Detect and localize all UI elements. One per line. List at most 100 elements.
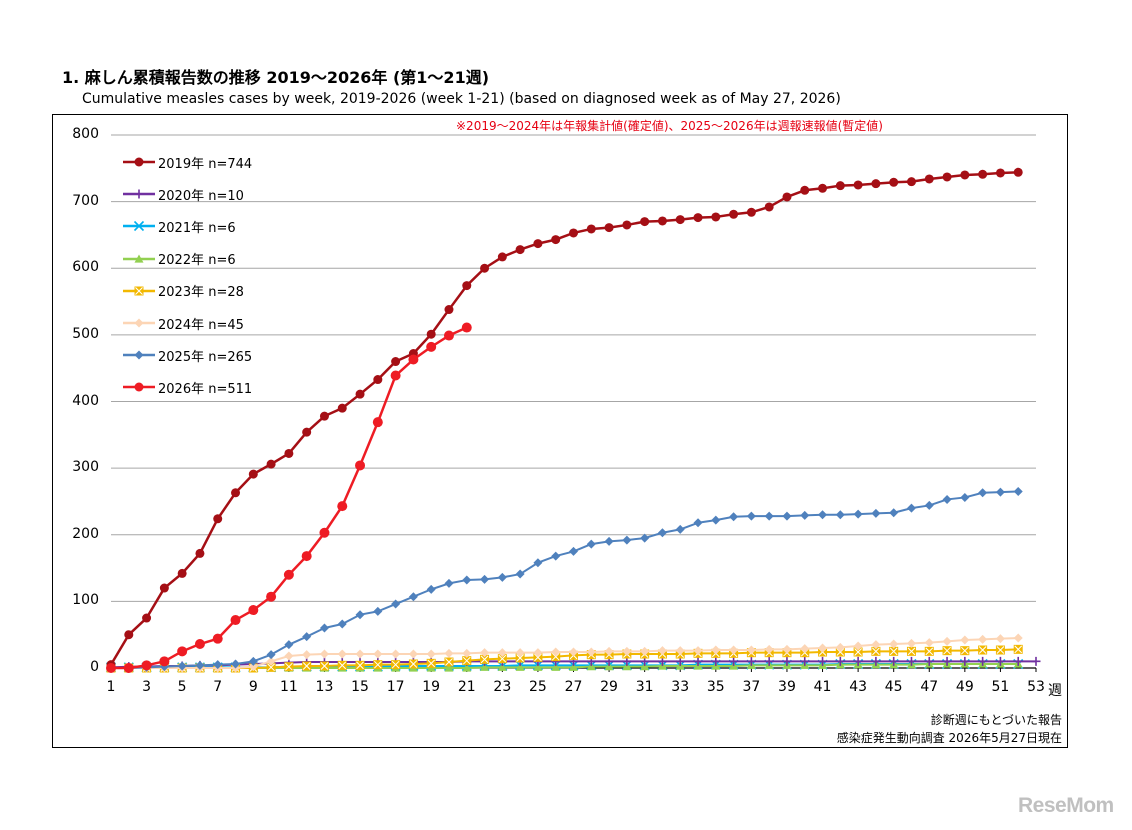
data-point — [746, 511, 756, 521]
data-point — [835, 656, 845, 666]
legend-swatch — [123, 189, 155, 199]
data-point — [853, 656, 863, 666]
data-point — [551, 235, 561, 245]
data-point — [195, 548, 205, 558]
data-point — [426, 658, 436, 668]
data-point — [640, 662, 650, 671]
legend-item: 2026年 n=511 — [123, 376, 252, 398]
y-tick-label: 600 — [72, 259, 99, 276]
x-tick-label: 41 — [813, 679, 832, 695]
data-point — [800, 656, 810, 666]
chart-subtitle: Cumulative measles cases by week, 2019-2… — [82, 91, 841, 107]
data-point — [391, 649, 401, 659]
data-point — [133, 221, 145, 232]
data-point — [1013, 633, 1023, 643]
chart-frame — [52, 114, 1068, 748]
data-point — [604, 536, 614, 546]
data-point — [889, 177, 899, 187]
x-tick-label: 27 — [564, 679, 583, 695]
data-point — [141, 660, 152, 671]
data-point — [515, 569, 525, 579]
data-point — [462, 281, 472, 291]
legend-swatch — [123, 286, 155, 296]
data-point — [871, 179, 881, 189]
data-point — [1013, 644, 1023, 654]
y-tick-label: 100 — [72, 592, 99, 609]
data-point — [159, 656, 170, 667]
data-point — [355, 660, 365, 670]
data-point — [978, 634, 988, 644]
data-point — [1013, 656, 1023, 666]
data-point — [284, 448, 294, 458]
data-point — [1031, 656, 1041, 666]
data-point — [497, 572, 507, 582]
data-point — [444, 663, 454, 672]
series-line — [111, 637, 1019, 669]
data-point — [515, 245, 525, 255]
data-point — [134, 382, 144, 392]
data-point — [390, 370, 401, 381]
data-point — [569, 228, 578, 238]
data-point — [640, 646, 650, 656]
data-point — [960, 492, 970, 502]
legend-swatch — [123, 382, 155, 392]
data-point — [871, 656, 881, 666]
data-point — [711, 645, 721, 655]
data-point — [408, 659, 418, 669]
legend-label: 2020年 n=10 — [158, 188, 244, 204]
data-point — [906, 177, 916, 187]
data-point — [1013, 167, 1023, 177]
data-point — [818, 656, 828, 666]
data-point — [889, 508, 899, 518]
legend-item: 2025年 n=265 — [123, 344, 252, 366]
data-point — [213, 660, 223, 670]
legend-item: 2024年 n=45 — [123, 312, 244, 334]
data-point — [177, 661, 187, 671]
data-point — [142, 613, 152, 623]
series-line — [111, 490, 1019, 669]
data-point — [462, 648, 472, 658]
data-point — [800, 510, 810, 520]
legend-item: 2019年 n=744 — [123, 151, 252, 173]
data-point — [355, 649, 365, 659]
data-point — [319, 661, 329, 671]
data-point — [942, 172, 952, 182]
data-point — [462, 656, 472, 666]
legend-label: 2025年 n=265 — [158, 349, 253, 365]
x-axis-unit: 週 — [1048, 683, 1062, 699]
legend-label: 2022年 n=6 — [158, 253, 236, 269]
data-point — [711, 212, 721, 222]
data-point — [134, 189, 144, 199]
x-tick-label: 1 — [106, 679, 116, 695]
data-point — [248, 662, 258, 672]
data-point — [373, 649, 383, 659]
data-point — [462, 575, 472, 585]
data-point — [640, 217, 650, 227]
data-point — [871, 508, 881, 518]
x-tick-label: 19 — [422, 679, 441, 695]
chart-title: 1. 麻しん累積報告数の推移 2019～2026年 (第1～21週) — [62, 68, 490, 87]
data-point — [835, 647, 845, 657]
data-point — [373, 375, 383, 385]
x-tick-label: 43 — [849, 679, 868, 695]
data-point — [123, 663, 134, 673]
data-point — [134, 350, 144, 360]
data-point — [569, 662, 578, 671]
data-point — [871, 640, 881, 650]
data-point — [533, 239, 543, 249]
data-point — [924, 174, 934, 184]
data-point — [408, 354, 419, 365]
data-point — [657, 216, 667, 226]
data-point — [426, 649, 436, 659]
data-point — [195, 660, 205, 670]
data-point — [729, 512, 739, 522]
footer-source: 感染症発生動向調査 2026年5月27日現在 — [836, 731, 1062, 745]
data-point — [159, 583, 169, 593]
data-point — [337, 649, 347, 659]
data-point — [426, 341, 437, 352]
legend-swatch — [123, 157, 155, 167]
x-tick-label: 31 — [635, 679, 654, 695]
y-tick-label: 300 — [72, 459, 99, 476]
data-point — [675, 646, 685, 656]
data-point — [746, 207, 756, 217]
